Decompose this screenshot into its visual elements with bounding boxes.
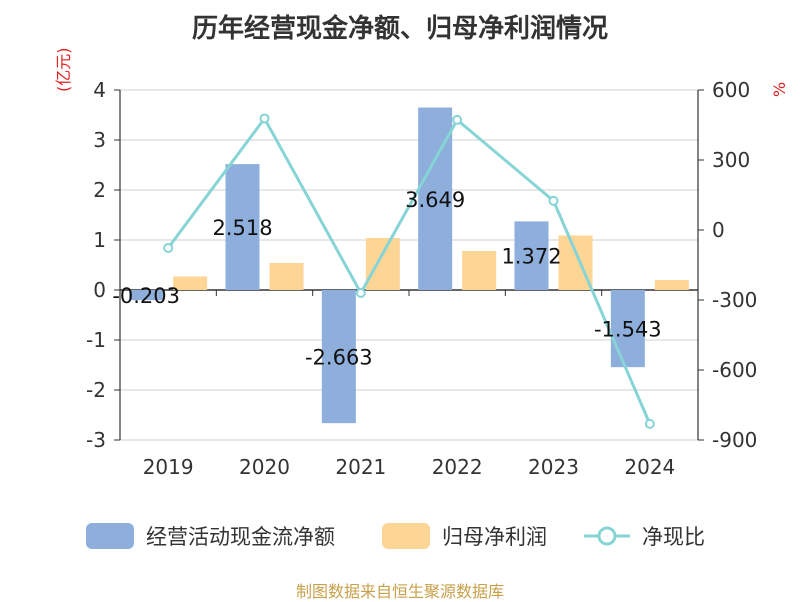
chart-title: 历年经营现金净额、归母净利润情况	[191, 14, 608, 44]
line-ratio	[166, 115, 652, 425]
data-label-cash-flow: 2.518	[212, 216, 272, 240]
x-axis-tick-label: 2021	[335, 455, 386, 479]
data-label-cash-flow: -0.203	[112, 284, 180, 308]
left-axis-tick-label: 0	[93, 278, 106, 302]
line-ratio-point	[163, 242, 174, 253]
x-axis-tick-label: 2020	[239, 455, 290, 479]
left-axis-tick-label: -2	[86, 378, 106, 402]
right-axis-tick-label: -300	[712, 288, 757, 312]
right-axis-unit: %	[770, 81, 790, 98]
bar-net-profit	[173, 276, 208, 290]
x-axis-tick-label: 2023	[528, 455, 579, 479]
legend-swatch-net-profit	[382, 523, 430, 549]
line-ratio-point	[452, 114, 463, 125]
left-axis-tick-label: -3	[86, 428, 106, 452]
x-axis-tick-label: 2024	[624, 455, 675, 479]
left-axis-tick-label: 1	[93, 228, 106, 252]
line-ratio-point	[548, 195, 559, 206]
bar-net-profit	[365, 238, 400, 290]
legend-label-cash-flow: 经营活动现金流净额	[146, 525, 335, 549]
bar-cash-flow	[610, 290, 645, 368]
bar-cash-flow	[129, 290, 164, 301]
x-axis-tick-label: 2019	[143, 455, 194, 479]
line-ratio-point	[644, 418, 655, 429]
bar-cash-flow	[514, 221, 549, 290]
right-axis-tick-label: 0	[712, 218, 725, 242]
data-label-cash-flow: -2.663	[305, 346, 373, 370]
x-axis-tick-label: 2022	[432, 455, 483, 479]
left-axis-tick-label: 4	[93, 78, 106, 102]
legend-label-net-profit: 归母净利润	[442, 525, 547, 549]
bar-net-profit	[269, 263, 304, 290]
legend-item-ratio[interactable]: 净现比	[582, 518, 705, 554]
bar-net-profit	[654, 280, 689, 290]
data-label-cash-flow: 3.649	[405, 188, 465, 212]
left-axis-tick-label: 3	[93, 128, 106, 152]
data-source-note: 制图数据来自恒生聚源数据库	[295, 582, 504, 601]
legend-item-cash-flow[interactable]: 经营活动现金流净额	[86, 518, 335, 554]
legend-line-ratio-icon	[584, 526, 630, 546]
bar-cash-flow	[321, 290, 356, 424]
right-axis-tick-label: -600	[712, 358, 757, 382]
line-ratio-point	[259, 113, 270, 124]
right-axis-tick-label: 600	[712, 78, 750, 102]
data-label-cash-flow: -1.543	[594, 318, 662, 342]
left-axis-unit: (亿元)	[54, 47, 73, 93]
chart-legend: 经营活动现金流净额 归母净利润 净现比	[0, 518, 800, 554]
line-ratio-point	[355, 288, 366, 298]
legend-label-ratio: 净现比	[642, 525, 705, 549]
left-axis-tick-label: -1	[86, 328, 106, 352]
legend-item-net-profit[interactable]: 归母净利润	[382, 518, 547, 554]
data-label-cash-flow: 1.372	[501, 245, 561, 269]
left-axis-tick-label: 2	[93, 178, 106, 202]
bar-net-profit	[462, 251, 497, 290]
legend-swatch-cash-flow	[86, 523, 134, 549]
right-axis-tick-label: 300	[712, 148, 750, 172]
bar-cash-flow	[225, 164, 260, 290]
right-axis-tick-label: -900	[712, 428, 757, 452]
